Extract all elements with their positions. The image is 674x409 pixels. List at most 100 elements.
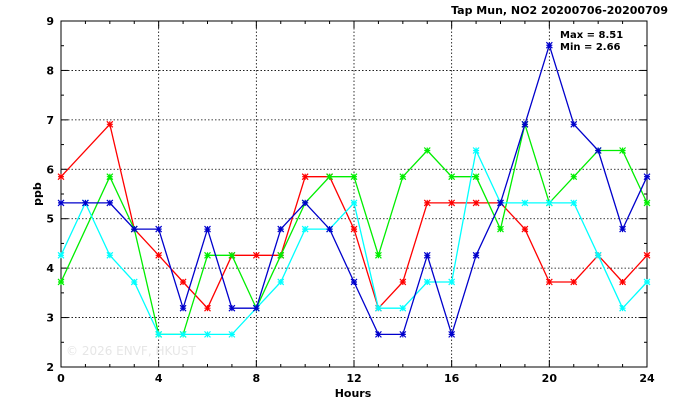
data-point-marker	[277, 225, 285, 233]
data-point-marker	[545, 278, 553, 286]
y-axis-label: ppb	[31, 182, 44, 206]
axis-ticks: 0 4 8 12 16 20 24 2 3 4 5 6 7 8 9	[46, 15, 655, 385]
data-point-marker	[619, 278, 627, 286]
data-point-marker	[399, 278, 407, 286]
data-point-marker	[57, 251, 65, 259]
x-tick-label: 8	[253, 372, 261, 385]
series-lines	[57, 41, 651, 338]
series-line	[60, 122, 648, 310]
y-tick-label: 7	[46, 114, 54, 127]
data-point-marker	[326, 225, 334, 233]
chart-title: Tap Mun, NO2 20200706-20200709	[451, 4, 668, 17]
data-point-marker	[570, 278, 578, 286]
data-point-marker	[81, 199, 89, 207]
data-point-marker	[472, 173, 480, 181]
data-point-marker	[228, 330, 236, 338]
data-point-marker	[179, 330, 187, 338]
data-point-marker	[350, 225, 358, 233]
data-point-marker	[472, 199, 480, 207]
data-point-marker	[155, 330, 163, 338]
data-point-marker	[521, 225, 529, 233]
data-point-marker	[130, 278, 138, 286]
data-point-marker	[545, 41, 553, 49]
data-point-marker	[423, 199, 431, 207]
data-point-marker	[204, 225, 211, 233]
data-point-marker	[277, 278, 285, 286]
data-point-marker	[619, 147, 627, 154]
data-point-marker	[106, 251, 114, 259]
data-point-marker	[448, 173, 456, 181]
data-point-marker	[594, 147, 602, 154]
data-point-marker	[570, 173, 578, 181]
data-point-marker	[106, 120, 114, 128]
max-annotation: Max = 8.51	[560, 30, 623, 41]
data-point-marker	[472, 251, 480, 259]
grid-lines	[61, 21, 647, 367]
data-point-marker	[594, 251, 602, 259]
data-point-marker	[472, 147, 480, 154]
data-point-marker	[204, 251, 211, 259]
data-point-marker	[399, 330, 407, 338]
data-point-marker	[57, 278, 65, 286]
data-point-marker	[619, 304, 627, 312]
data-point-marker	[423, 251, 431, 259]
data-point-marker	[570, 120, 578, 128]
data-point-marker	[350, 173, 358, 181]
data-point-marker	[350, 278, 358, 286]
x-tick-label: 4	[155, 372, 163, 385]
data-point-marker	[570, 199, 578, 207]
data-point-marker	[497, 225, 504, 233]
data-point-marker	[423, 147, 431, 154]
y-tick-label: 8	[46, 64, 54, 77]
data-point-marker	[448, 278, 456, 286]
data-point-marker	[399, 304, 407, 312]
x-tick-label: 20	[542, 372, 558, 385]
data-point-marker	[228, 304, 236, 312]
x-tick-label: 24	[639, 372, 655, 385]
data-point-marker	[374, 251, 382, 259]
data-point-marker	[277, 251, 285, 259]
data-point-marker	[374, 304, 382, 312]
x-tick-label: 16	[444, 372, 460, 385]
y-tick-label: 9	[46, 15, 54, 28]
y-tick-label: 6	[46, 163, 54, 176]
series-4	[57, 41, 651, 338]
data-point-marker	[301, 173, 309, 181]
data-point-marker	[130, 225, 138, 233]
data-point-marker	[252, 251, 260, 259]
data-point-marker	[155, 225, 163, 233]
data-point-marker	[301, 199, 309, 207]
data-point-marker	[204, 304, 211, 312]
y-tick-label: 5	[46, 213, 54, 226]
data-point-marker	[545, 199, 553, 207]
min-annotation: Min = 2.66	[560, 42, 621, 53]
data-point-marker	[179, 304, 187, 312]
data-point-marker	[179, 278, 187, 286]
data-point-marker	[521, 199, 529, 207]
y-tick-label: 3	[46, 312, 54, 325]
data-point-marker	[301, 225, 309, 233]
data-point-marker	[57, 173, 65, 181]
data-point-marker	[643, 173, 651, 181]
data-point-marker	[423, 278, 431, 286]
data-point-marker	[350, 199, 358, 207]
data-point-marker	[399, 173, 407, 181]
watermark: © 2026 ENVF, HKUST	[66, 344, 196, 358]
data-point-marker	[448, 199, 456, 207]
x-tick-label: 12	[346, 372, 361, 385]
data-point-marker	[204, 330, 211, 338]
x-axis-label: Hours	[335, 387, 372, 400]
data-point-marker	[155, 251, 163, 259]
data-point-marker	[228, 251, 236, 259]
data-point-marker	[252, 304, 260, 312]
data-point-marker	[57, 199, 65, 207]
data-point-marker	[326, 173, 334, 181]
y-tick-label: 4	[46, 262, 54, 275]
data-point-marker	[643, 278, 651, 286]
y-tick-label: 2	[46, 361, 54, 374]
data-point-marker	[643, 251, 651, 259]
data-point-marker	[643, 199, 651, 207]
data-point-marker	[106, 173, 114, 181]
data-point-marker	[448, 330, 456, 338]
